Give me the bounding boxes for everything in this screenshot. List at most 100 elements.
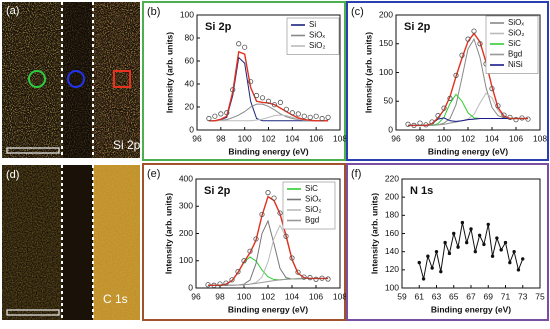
y-tick-label: 200 <box>385 191 399 201</box>
image-grain <box>93 165 140 320</box>
panel-label: (b) <box>147 6 160 18</box>
image-grain-red <box>93 2 140 158</box>
data-point <box>513 117 519 123</box>
data-point <box>519 115 525 121</box>
chart-panel: (e) Si 2p Binding energy (eV) Intensity (ar… <box>142 163 347 321</box>
series-line <box>208 50 329 122</box>
legend-label: SiC <box>305 184 318 193</box>
data-point <box>486 222 490 227</box>
y-tick-label: 200 <box>379 9 393 19</box>
x-tick-label: 59 <box>397 291 407 301</box>
data-point <box>301 113 307 119</box>
data-point <box>473 249 478 254</box>
x-tick-label: 65 <box>449 291 459 301</box>
y-tick-label: 200 <box>179 228 193 238</box>
data-point <box>218 111 224 117</box>
data-point <box>224 110 230 116</box>
legend-label: SiO₂ <box>309 41 325 50</box>
data-point <box>283 106 289 112</box>
data-point <box>206 115 212 122</box>
legend-label: Bgd <box>508 50 522 59</box>
region-marker <box>28 70 46 88</box>
data-point <box>283 233 289 239</box>
x-tick-label: 96 <box>191 291 201 301</box>
x-axis-label: Binding energy (eV) <box>428 146 508 156</box>
data-point <box>307 275 313 281</box>
image-panel-d: (d) C 1s <box>2 165 140 320</box>
x-tick-label: 106 <box>509 133 523 143</box>
y-tick-label: 100 <box>379 67 393 77</box>
y-tick-label: 100 <box>179 255 193 265</box>
x-tick-label: 96 <box>391 133 401 143</box>
data-point <box>456 245 460 249</box>
data-point <box>265 190 271 196</box>
x-tick-label: 98 <box>216 133 226 143</box>
x-tick-label: 104 <box>285 291 299 301</box>
data-point <box>248 79 254 85</box>
data-point <box>223 280 229 286</box>
data-point <box>429 119 435 125</box>
panel-label: (c) <box>351 6 364 18</box>
panel-border <box>346 163 549 321</box>
y-tick-label: 60 <box>185 55 195 65</box>
chart-title: N 1s <box>410 185 433 197</box>
x-axis-label: Binding energy (eV) <box>431 304 511 314</box>
data-point <box>469 227 473 231</box>
data-point <box>295 269 301 275</box>
image-panel-a: (a) Si 2p <box>2 2 141 158</box>
data-point <box>307 114 313 120</box>
y-tick-label: 0 <box>388 124 393 134</box>
x-tick-label: 69 <box>484 291 494 301</box>
y-tick-label: 300 <box>179 201 193 211</box>
data-point <box>447 95 453 101</box>
chart-panel: (f) N 1s Binding energy (eV) Intensity (arb… <box>346 163 549 321</box>
data-point <box>313 276 319 282</box>
x-axis-label: Binding energy (eV) <box>228 304 308 314</box>
data-point <box>325 114 331 120</box>
y-tick-label: 40 <box>185 78 195 88</box>
data-point <box>503 240 508 245</box>
scale-bar <box>6 147 60 154</box>
data-point <box>434 249 439 254</box>
data-point <box>230 87 236 93</box>
x-tick-label: 100 <box>437 133 451 143</box>
chart-panel: (b) Si 2p Binding energy (eV) Intensity (ar… <box>142 1 347 161</box>
data-point <box>423 122 429 128</box>
data-point <box>229 277 235 283</box>
data-point <box>452 231 456 236</box>
data-point <box>253 236 259 242</box>
x-tick-label: 61 <box>415 291 425 301</box>
x-tick-label: 102 <box>461 133 475 143</box>
panel-label: (d) <box>6 169 19 181</box>
x-tick-label: 98 <box>215 291 225 301</box>
y-tick-label: 100 <box>385 282 399 292</box>
y-tick-label: 80 <box>185 32 195 42</box>
legend-label: NiSi <box>508 60 523 69</box>
data-point <box>205 282 211 288</box>
region-marker <box>67 70 85 88</box>
data-point <box>501 112 507 118</box>
data-point <box>236 41 242 47</box>
y-tick-label: 180 <box>385 210 399 220</box>
data-point <box>212 113 218 119</box>
x-tick-label: 63 <box>432 291 442 301</box>
y-tick-label: 140 <box>385 246 399 256</box>
data-point <box>241 258 247 264</box>
data-point <box>443 240 447 245</box>
x-tick-label: 108 <box>533 133 547 143</box>
data-point <box>271 195 277 201</box>
x-tick-label: 106 <box>309 291 323 301</box>
x-tick-label: 96 <box>192 133 202 143</box>
y-tick-label: 50 <box>384 96 394 106</box>
y-tick-label: 0 <box>188 282 193 292</box>
data-point <box>464 240 469 245</box>
data-point <box>411 122 417 129</box>
y-axis-label: Intensity (arb. units) <box>164 32 174 113</box>
data-point <box>471 28 477 34</box>
data-point <box>259 95 266 101</box>
data-point <box>525 116 531 122</box>
data-point <box>325 276 331 282</box>
data-point <box>247 248 253 254</box>
x-tick-label: 73 <box>518 291 528 301</box>
